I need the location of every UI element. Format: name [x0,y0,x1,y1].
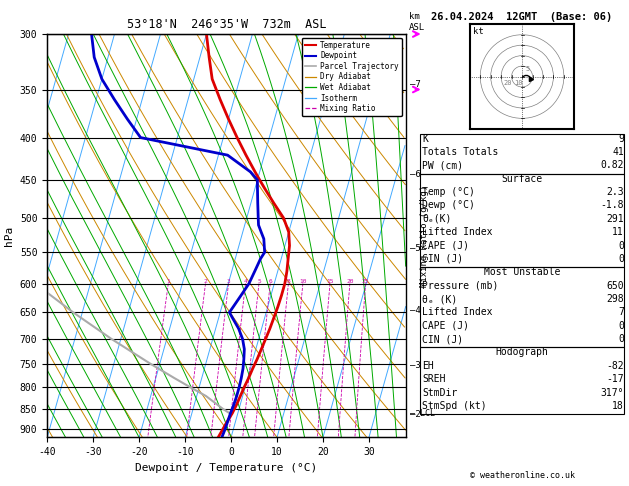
Text: 41: 41 [612,147,624,157]
Text: kt: kt [473,27,484,36]
Text: –5: –5 [410,244,421,253]
Text: 6: 6 [269,278,272,283]
Y-axis label: hPa: hPa [4,226,14,246]
Text: Mixing Ratio (g/kg): Mixing Ratio (g/kg) [420,185,429,287]
Text: 9: 9 [618,134,624,144]
Text: 26.04.2024  12GMT  (Base: 06): 26.04.2024 12GMT (Base: 06) [431,12,613,22]
Text: 3: 3 [226,278,230,283]
Text: –3: –3 [410,361,421,370]
Text: EH: EH [422,361,434,371]
Text: 4: 4 [243,278,247,283]
Text: 11: 11 [612,227,624,237]
Text: 10: 10 [514,80,522,86]
Text: 2.3: 2.3 [606,187,624,197]
Title: 53°18'N  246°35'W  732m  ASL: 53°18'N 246°35'W 732m ASL [126,18,326,32]
Text: CIN (J): CIN (J) [422,334,463,344]
Text: 0: 0 [618,321,624,331]
Text: Dewp (°C): Dewp (°C) [422,200,475,210]
Text: 25: 25 [362,278,369,283]
Text: CAPE (J): CAPE (J) [422,241,469,251]
Text: Pressure (mb): Pressure (mb) [422,280,498,291]
Text: CAPE (J): CAPE (J) [422,321,469,331]
Text: 7: 7 [618,307,624,317]
Text: 5: 5 [525,66,530,72]
Text: StmSpd (kt): StmSpd (kt) [422,401,487,411]
Text: Most Unstable: Most Unstable [484,267,560,278]
Text: © weatheronline.co.uk: © weatheronline.co.uk [470,471,574,480]
Text: 0: 0 [618,254,624,264]
Text: Lifted Index: Lifted Index [422,307,493,317]
Text: CIN (J): CIN (J) [422,254,463,264]
Text: 291: 291 [606,214,624,224]
Text: 0: 0 [618,241,624,251]
Legend: Temperature, Dewpoint, Parcel Trajectory, Dry Adiabat, Wet Adiabat, Isotherm, Mi: Temperature, Dewpoint, Parcel Trajectory… [302,38,402,116]
Text: 8: 8 [287,278,290,283]
Text: -17: -17 [606,374,624,384]
Text: Surface: Surface [501,174,542,184]
Text: – LCL: – LCL [410,410,435,418]
Text: 0.82: 0.82 [601,160,624,171]
Text: –4: –4 [410,306,421,315]
Text: Temp (°C): Temp (°C) [422,187,475,197]
Text: PW (cm): PW (cm) [422,160,463,171]
Text: 15: 15 [326,278,334,283]
Text: Totals Totals: Totals Totals [422,147,498,157]
Text: 317°: 317° [601,388,624,398]
Text: 1: 1 [167,278,170,283]
Text: -82: -82 [606,361,624,371]
X-axis label: Dewpoint / Temperature (°C): Dewpoint / Temperature (°C) [135,463,318,473]
Text: Lifted Index: Lifted Index [422,227,493,237]
Text: 0: 0 [618,334,624,344]
Text: θₑ (K): θₑ (K) [422,294,457,304]
Text: 2: 2 [204,278,208,283]
Text: -1.8: -1.8 [601,200,624,210]
Text: km
ASL: km ASL [409,12,425,32]
Text: K: K [422,134,428,144]
Text: –6: –6 [410,170,421,179]
Text: 20: 20 [503,80,512,86]
Text: θₑ(K): θₑ(K) [422,214,452,224]
Text: 298: 298 [606,294,624,304]
Text: 10: 10 [299,278,306,283]
Text: 18: 18 [612,401,624,411]
Text: StmDir: StmDir [422,388,457,398]
Text: SREH: SREH [422,374,445,384]
Text: 650: 650 [606,280,624,291]
Text: –7: –7 [410,80,421,89]
Text: –2: –2 [410,410,421,419]
Text: 20: 20 [346,278,353,283]
Text: Hodograph: Hodograph [495,347,548,358]
Text: 5: 5 [257,278,261,283]
